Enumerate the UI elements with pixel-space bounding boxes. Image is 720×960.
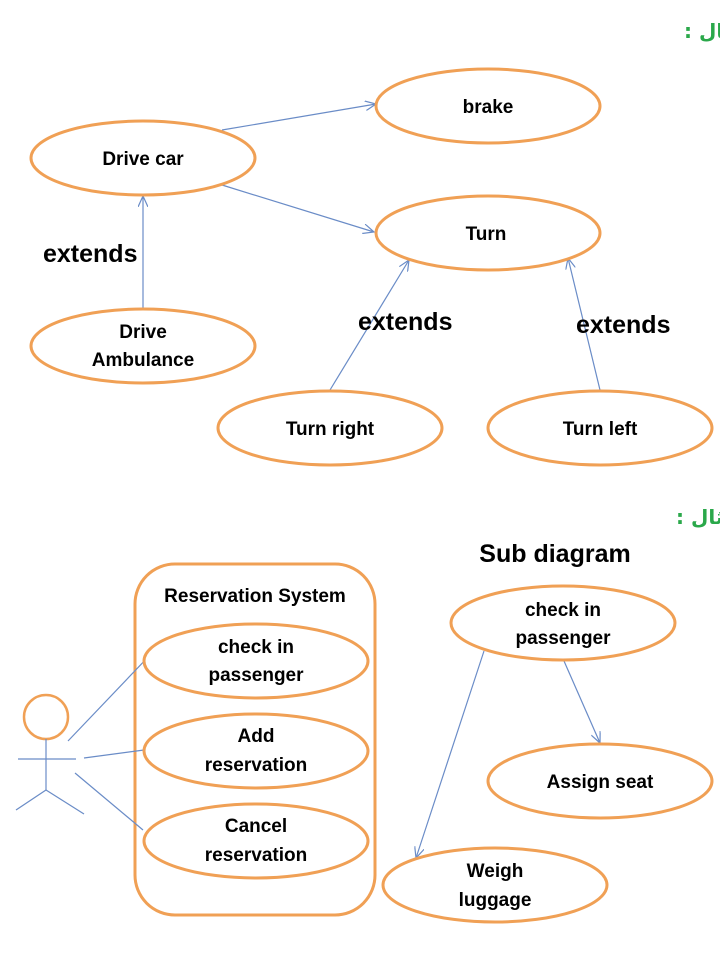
check-in-to-assign-seat-arrow (564, 661, 600, 743)
extends-label-turn-left: extends (576, 311, 670, 339)
use-case-label: Turn right (286, 419, 375, 440)
use-case-label-line2: Ambulance (92, 350, 194, 371)
use-case-label-line2: reservation (205, 845, 307, 866)
actor-figure[interactable] (16, 695, 84, 814)
use-case-label-line2: passenger (208, 665, 304, 686)
use-case-label-line1: Cancel (225, 816, 287, 837)
sub-use-case-weigh-luggage[interactable]: Weigh luggage (383, 848, 607, 922)
use-case-label: Assign seat (547, 772, 654, 793)
use-case-label-line1: Add (238, 726, 275, 747)
use-case-label-line2: luggage (459, 890, 532, 911)
check-in-to-weigh-luggage-arrow (416, 651, 484, 858)
extends-label-ambulance: extends (43, 240, 137, 268)
sub-diagram-title: Sub diagram (479, 540, 630, 568)
use-case-turn-right[interactable]: Turn right (218, 391, 442, 465)
use-case-drive-ambulance[interactable]: Drive Ambulance (31, 309, 255, 383)
use-case-label-line1: check in (525, 600, 601, 621)
use-case-label: Turn left (563, 419, 638, 440)
use-case-turn[interactable]: Turn (376, 196, 600, 270)
system-title: Reservation System (164, 586, 346, 607)
extends-label-turn-right: extends (358, 308, 452, 336)
use-case-turn-left[interactable]: Turn left (488, 391, 712, 465)
use-case-label-line1: Drive (119, 322, 167, 343)
sub-use-case-assign-seat[interactable]: Assign seat (488, 744, 712, 818)
use-case-drive-car[interactable]: Drive car (31, 121, 255, 195)
use-case-check-in-passenger[interactable]: check in passenger (144, 624, 368, 698)
use-case-label-line2: passenger (515, 628, 611, 649)
use-case-label-line1: Weigh (467, 861, 524, 882)
use-case-label-line2: reservation (205, 755, 307, 776)
drive-car-to-turn-arrow (222, 185, 374, 232)
example-label-bottom: مثال : (676, 505, 720, 529)
example-label-top: مثال : (684, 19, 720, 43)
use-case-brake[interactable]: brake (376, 69, 600, 143)
drive-car-to-brake-arrow (222, 104, 376, 130)
use-case-label: Drive car (102, 149, 184, 170)
sub-use-case-check-in-passenger[interactable]: check in passenger (451, 586, 675, 660)
use-case-label: brake (463, 97, 514, 118)
use-case-label: Turn (466, 224, 507, 245)
use-case-label-line1: check in (218, 637, 294, 658)
actor-head (24, 695, 68, 739)
use-case-add-reservation[interactable]: Add reservation (144, 714, 368, 788)
actor-to-cancel-reservation-line (75, 773, 143, 830)
use-case-cancel-reservation[interactable]: Cancel reservation (144, 804, 368, 878)
